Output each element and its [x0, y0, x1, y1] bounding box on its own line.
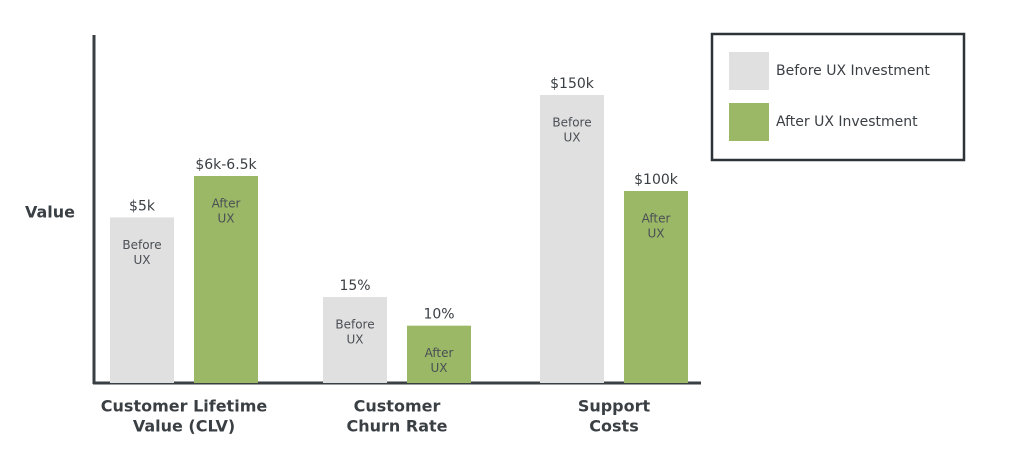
- bar-inner-label: UX: [217, 212, 234, 226]
- y-axis-label: Value: [25, 203, 75, 222]
- bar: [624, 191, 688, 383]
- value-label: $150k: [550, 76, 595, 92]
- category-label: Costs: [589, 417, 638, 436]
- category-label: Customer Lifetime: [101, 397, 268, 416]
- bar-inner-label: Before: [335, 318, 374, 332]
- bar-inner-label: UX: [563, 131, 580, 145]
- bar-inner-label: After: [212, 197, 241, 211]
- bar-inner-label: Before: [552, 116, 591, 130]
- bar-inner-label: Before: [122, 238, 161, 252]
- category-label: Support: [578, 397, 651, 416]
- bar: [194, 176, 258, 383]
- bar-inner-label: After: [642, 212, 671, 226]
- bar: [407, 325, 471, 383]
- value-label: 10%: [423, 307, 454, 323]
- bar: [540, 95, 604, 383]
- legend-label: Before UX Investment: [776, 63, 930, 79]
- category-label: Churn Rate: [347, 417, 448, 436]
- legend-frame: [710, 32, 966, 162]
- value-label: $6k-6.5k: [195, 157, 257, 173]
- bar: [110, 217, 174, 383]
- category-label: Customer: [354, 397, 441, 416]
- bar-inner-label: UX: [133, 253, 150, 267]
- value-label: $5k: [129, 198, 156, 214]
- category-label: Value (CLV): [133, 417, 235, 436]
- bar-inner-label: UX: [430, 361, 447, 375]
- legend-label: After UX Investment: [776, 114, 918, 130]
- bar-inner-label: UX: [346, 333, 363, 347]
- bar-inner-label: After: [425, 346, 454, 360]
- bar: [323, 297, 387, 383]
- legend-swatch: [729, 52, 769, 90]
- value-label: $100k: [634, 172, 679, 188]
- legend-swatch: [729, 103, 769, 141]
- value-label: 15%: [339, 278, 370, 294]
- bar-inner-label: UX: [647, 227, 664, 241]
